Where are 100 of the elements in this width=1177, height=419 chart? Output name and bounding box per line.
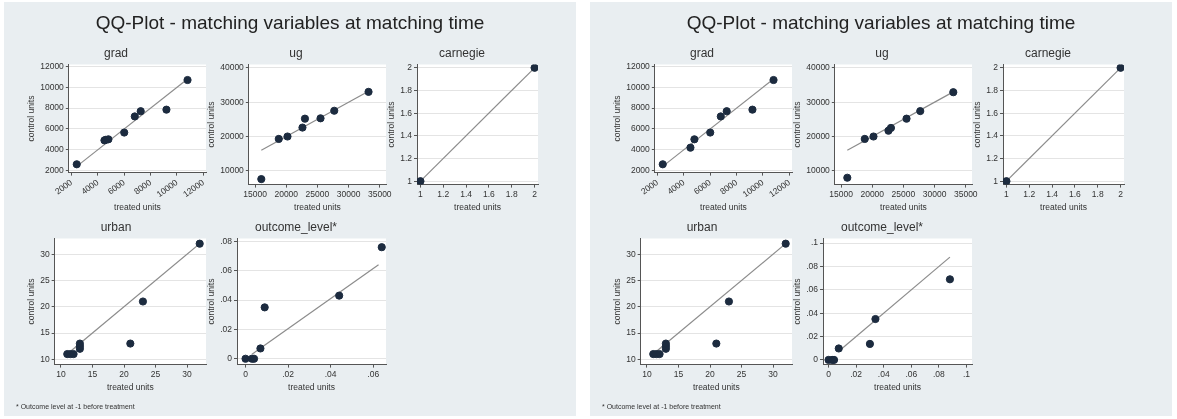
- x-axis-title: treated units: [874, 382, 921, 393]
- y-axis-title: control units: [612, 95, 623, 142]
- y-tick-label: 2: [993, 62, 999, 73]
- x-tick-label: 20000: [860, 189, 885, 200]
- chart-title: ug: [289, 45, 303, 60]
- x-axis-title: treated units: [288, 382, 335, 393]
- y-tick-label: .1: [810, 237, 819, 248]
- x-tick-label: 8000: [132, 177, 154, 197]
- y-tick-label: 1.8: [986, 84, 999, 95]
- x-tick-label: 30000: [336, 189, 361, 200]
- x-tick-label: 25: [736, 369, 747, 380]
- x-tick-label: 30: [182, 369, 193, 380]
- x-tick-label: 20: [705, 369, 716, 380]
- y-tick-label: 1.4: [400, 130, 413, 141]
- x-tick-label: 20000: [274, 189, 299, 200]
- y-tick-label: .04: [806, 307, 819, 318]
- y-tick-label: 30000: [806, 96, 831, 107]
- y-tick-label: 4000: [630, 144, 651, 155]
- y-axis-title: control units: [206, 278, 217, 325]
- x-axis-title: treated units: [880, 202, 927, 213]
- x-tick-label: .04: [324, 369, 337, 380]
- x-tick-label: 6000: [691, 177, 714, 197]
- y-tick-label: 8000: [44, 102, 65, 113]
- y-axis-title: control units: [386, 101, 397, 148]
- y-tick-label: 20000: [220, 130, 245, 141]
- x-tick-label: .02: [282, 369, 295, 380]
- y-tick-label: 30: [626, 248, 636, 259]
- y-tick-label: 4000: [44, 144, 65, 155]
- y-tick-label: 20: [626, 301, 636, 312]
- x-tick-label: 4000: [79, 177, 101, 197]
- x-tick-label: 35000: [367, 189, 392, 200]
- y-tick-label: 15: [40, 327, 50, 338]
- y-tick-label: 0: [813, 354, 819, 365]
- y-tick-label: .08: [806, 260, 819, 271]
- y-axis-title: control units: [26, 278, 37, 325]
- y-tick-label: 0: [227, 353, 233, 364]
- y-tick-label: 10000: [806, 165, 831, 176]
- chart-title: carnegie: [1024, 45, 1072, 60]
- text: QQ-Plot - matching variables at matching time: [94, 12, 486, 34]
- y-tick-label: 15: [626, 327, 636, 338]
- x-tick-label: .08: [932, 369, 946, 380]
- y-tick-label: 2000: [630, 164, 651, 175]
- x-tick-label: 1.8: [1091, 189, 1104, 200]
- chart-title: urban: [686, 219, 718, 234]
- x-tick-label: 30000: [922, 189, 947, 200]
- y-tick-label: 20000: [806, 130, 831, 141]
- x-tick-label: 4000: [665, 177, 687, 197]
- x-tick-label: 2: [1118, 189, 1124, 200]
- x-tick-label: 25: [150, 369, 161, 380]
- y-tick-label: 25: [40, 274, 50, 285]
- y-axis-title: control units: [792, 278, 803, 325]
- y-axis-title: control units: [206, 101, 217, 148]
- y-tick-label: .06: [806, 284, 819, 295]
- x-tick-label: 1: [418, 189, 424, 200]
- y-tick-label: .08: [220, 235, 233, 246]
- y-axis-title: control units: [972, 101, 983, 148]
- y-tick-label: 12000: [40, 60, 65, 71]
- x-tick-label: 25000: [891, 189, 916, 200]
- x-axis-title: treated units: [114, 202, 161, 213]
- chart-title: outcome_level*: [840, 219, 924, 234]
- y-tick-label: 1.4: [986, 130, 999, 141]
- x-tick-label: 15: [87, 369, 98, 380]
- y-tick-label: 1.6: [400, 107, 413, 118]
- y-tick-label: 40000: [806, 62, 831, 73]
- y-tick-label: 10: [626, 353, 636, 364]
- x-tick-label: .04: [877, 369, 890, 380]
- x-tick-label: 1.4: [1046, 189, 1059, 200]
- x-tick-label: 8000: [718, 177, 740, 197]
- y-tick-label: 12000: [626, 60, 651, 71]
- y-tick-label: 10000: [40, 81, 65, 92]
- y-tick-label: 2: [407, 62, 413, 73]
- y-tick-label: 6000: [44, 123, 65, 134]
- x-tick-label: 6000: [105, 177, 128, 197]
- x-axis-title: treated units: [1040, 202, 1087, 213]
- x-tick-label: 1.6: [483, 189, 496, 200]
- text: QQ-Plot - matching variables at matching time: [685, 12, 1077, 34]
- y-tick-label: 1.2: [400, 152, 413, 163]
- x-tick-label: 1.8: [505, 189, 518, 200]
- y-axis-title: control units: [26, 95, 37, 142]
- y-tick-label: 6000: [630, 123, 651, 134]
- chart-title: grad: [689, 45, 715, 60]
- y-tick-label: 20: [40, 301, 50, 312]
- y-tick-label: 30: [40, 248, 50, 259]
- x-axis-title: treated units: [454, 202, 501, 213]
- x-tick-label: 15: [673, 369, 684, 380]
- y-tick-label: 10000: [220, 165, 245, 176]
- x-axis-title: treated units: [700, 202, 747, 213]
- x-tick-label: .06: [367, 369, 380, 380]
- x-axis-title: treated units: [106, 382, 154, 393]
- y-axis-title: control units: [792, 101, 803, 148]
- y-tick-label: 25: [626, 274, 636, 285]
- y-tick-label: 8000: [630, 102, 651, 113]
- chart-title: grad: [103, 45, 129, 60]
- x-tick-label: 1: [1004, 189, 1010, 200]
- x-tick-label: 1.2: [437, 189, 450, 200]
- y-tick-label: .06: [220, 265, 233, 276]
- y-tick-label: 10: [40, 353, 50, 364]
- x-tick-label: .1: [962, 369, 971, 380]
- x-axis-title: treated units: [692, 382, 740, 393]
- y-tick-label: 2000: [44, 164, 65, 175]
